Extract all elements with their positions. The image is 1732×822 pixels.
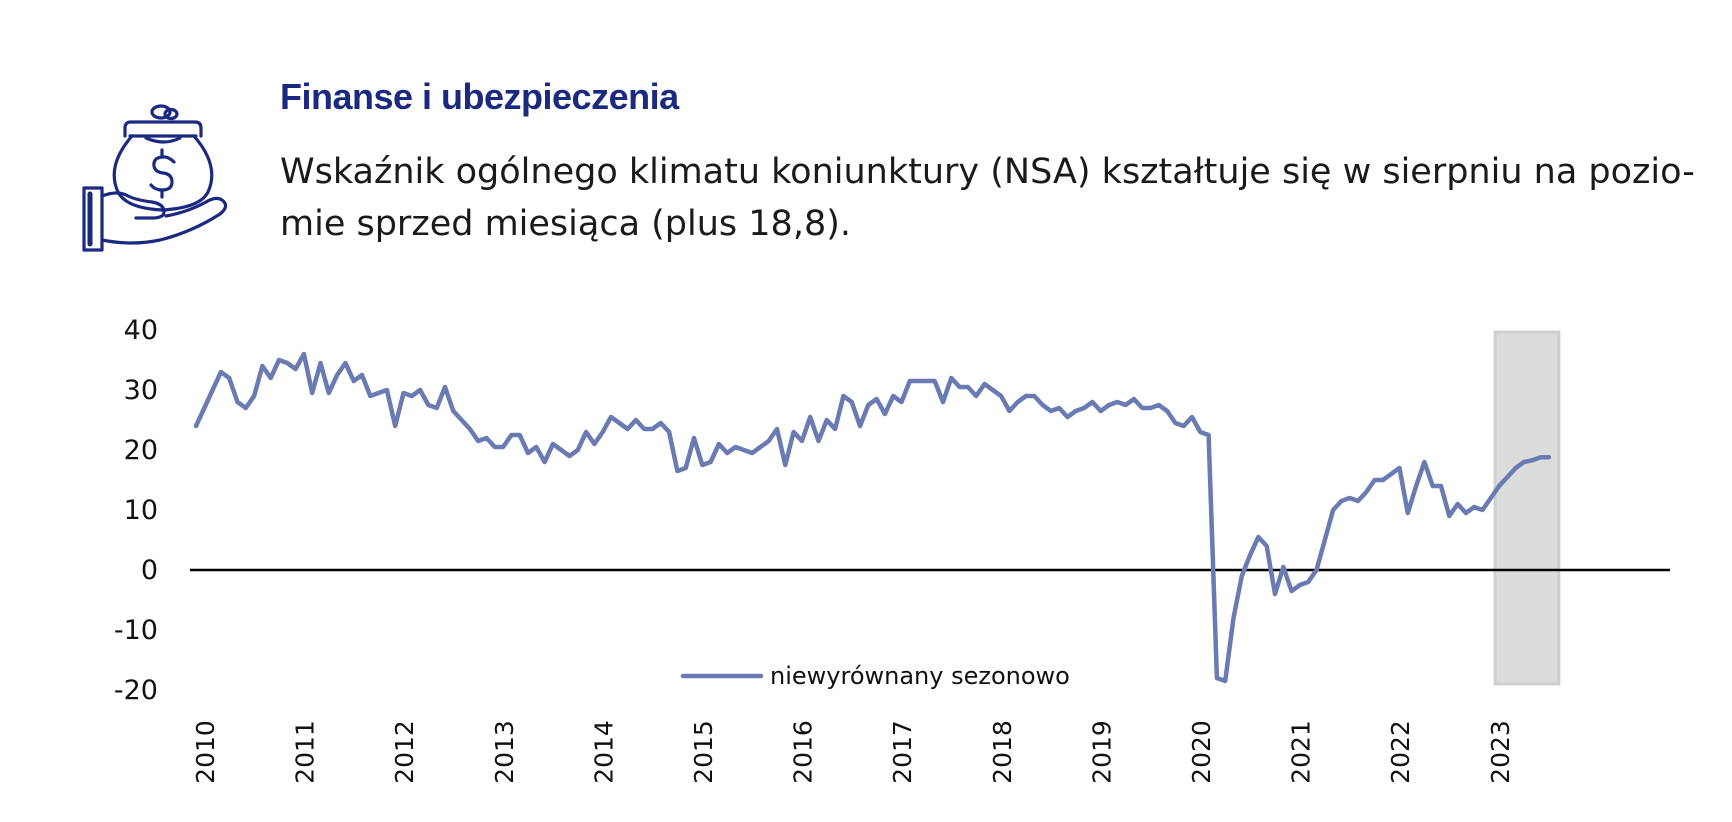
- y-tick-label: 30: [124, 375, 158, 406]
- y-tick-label: -20: [114, 675, 158, 706]
- legend-label: niewyrównany sezonowo: [770, 662, 1070, 690]
- x-tick-label: 2019: [1087, 720, 1116, 784]
- legend: niewyrównany sezonowo: [680, 662, 1070, 690]
- x-tick-label: 2013: [490, 720, 519, 784]
- series-line: [193, 351, 1552, 684]
- x-tick-label: 2020: [1187, 720, 1216, 784]
- money-bag-in-hand-icon: [62, 100, 232, 260]
- forecast-band-layer: [1493, 330, 1561, 686]
- x-tick-label: 2010: [191, 720, 220, 784]
- y-tick-label: 40: [124, 315, 158, 346]
- y-tick-label: 20: [124, 435, 158, 466]
- x-tick-label: 2016: [789, 720, 818, 784]
- x-tick-label: 2011: [291, 720, 320, 784]
- series-layer: [193, 351, 1552, 684]
- x-tick-label: 2015: [689, 720, 718, 784]
- forecast-highlight-band: [1493, 330, 1561, 686]
- section-description: Wskaźnik ogólnego klimatu koniunktury (N…: [280, 152, 1695, 244]
- x-tick-label: 2012: [390, 720, 419, 784]
- y-tick-label: 0: [141, 555, 158, 586]
- x-tick-label: 2014: [589, 720, 618, 784]
- x-tick-label: 2022: [1386, 720, 1415, 784]
- section-title: Finanse i ubezpieczenia: [280, 76, 679, 117]
- y-tick-label: -10: [114, 615, 158, 646]
- y-tick-label: 10: [124, 495, 158, 526]
- x-tick-label: 2017: [888, 720, 917, 784]
- x-tick-label: 2018: [988, 720, 1017, 784]
- x-axis-ticks: 2010 2011 2012 2013 2014 2015 2016 2017 2018 2019…: [191, 720, 1515, 784]
- x-tick-label: 2023: [1486, 720, 1515, 784]
- x-tick-label: 2021: [1287, 720, 1316, 784]
- y-axis-ticks: 40 30 20 10 0 -10 -20: [114, 315, 158, 706]
